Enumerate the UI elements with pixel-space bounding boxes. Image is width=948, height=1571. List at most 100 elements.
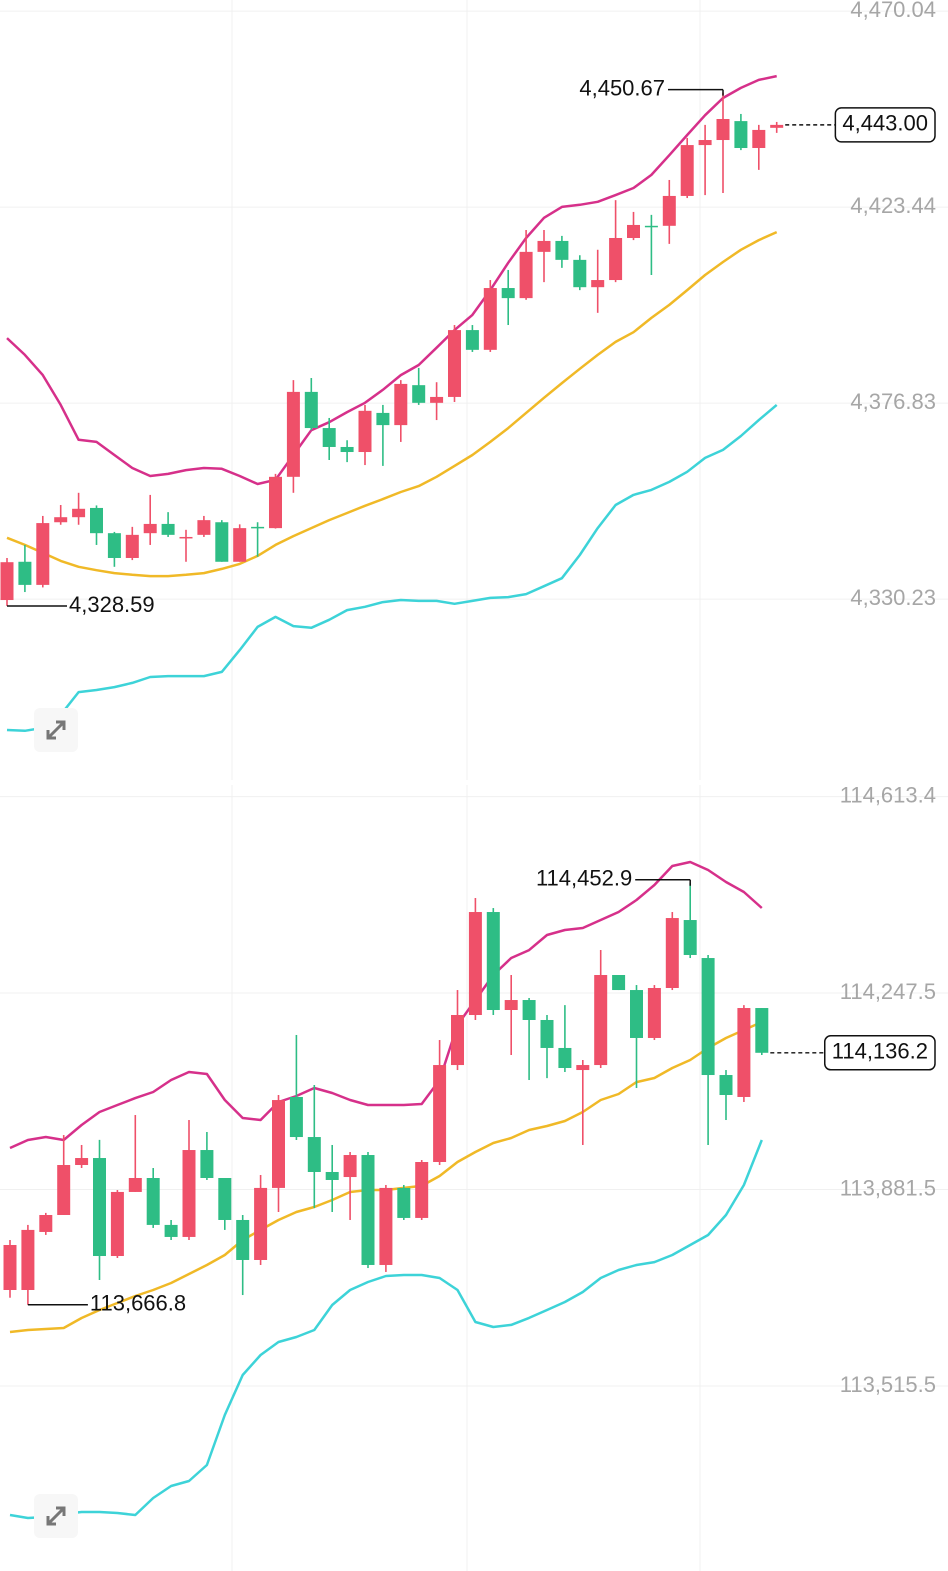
candle-body [179, 536, 193, 539]
candle-body [36, 523, 50, 585]
candle-body [501, 288, 515, 299]
y-tick-label: 113,515.5 [840, 1372, 936, 1397]
candle-body [737, 1008, 751, 1097]
candle-body [755, 1008, 769, 1053]
band-line [9, 860, 763, 1150]
candle-body [182, 1150, 196, 1237]
candle-body [218, 1178, 232, 1220]
last-price-label: 114,136.2 [832, 1039, 928, 1064]
last-price-box [824, 1035, 936, 1071]
y-tick-label: 4,330.23 [850, 585, 936, 610]
panel: 4,470.04 4,423.44 4,376.83 4,330.23 4,450.67… [0, 0, 948, 733]
candle-body [680, 145, 694, 196]
candle-body [0, 562, 14, 601]
candle-body [483, 288, 497, 350]
candle-body [325, 1171, 339, 1180]
candle-body [468, 912, 482, 1016]
candle-body [376, 412, 390, 426]
low-label: 4,328.59 [69, 592, 155, 617]
y-tick-label: 114,247.5 [840, 979, 936, 1004]
candle-body [307, 1137, 321, 1172]
candle-body [412, 385, 426, 403]
candle-body [465, 330, 479, 350]
candle-body [433, 1065, 447, 1163]
candle-body [93, 1158, 106, 1257]
candle-body [504, 1000, 518, 1011]
candle-body [698, 140, 712, 146]
candle-body [486, 912, 500, 1011]
candle-body [143, 523, 157, 534]
candle-body [3, 1245, 17, 1290]
candle-body [322, 428, 336, 447]
candle-body [361, 1155, 375, 1265]
candle-body [200, 1150, 214, 1178]
candle-body [254, 1187, 268, 1260]
y-tick-label: 114,613.4 [840, 782, 936, 807]
band-line [6, 230, 778, 578]
last-price-label: 4,443.00 [842, 111, 928, 136]
candle-body [75, 1158, 89, 1166]
candle-body [683, 920, 697, 955]
candle-body [555, 240, 569, 260]
candle-body [415, 1162, 429, 1218]
candle-body [644, 225, 658, 228]
candle-body [21, 1229, 35, 1290]
candle-body [340, 446, 354, 453]
candle-body [128, 1178, 142, 1192]
candle-body [379, 1187, 393, 1265]
candle-body [647, 987, 661, 1038]
candle-body [719, 1075, 733, 1095]
band-line [9, 1139, 763, 1520]
candle-body [573, 259, 587, 288]
candle-body [451, 1015, 464, 1066]
candle-body [558, 1047, 572, 1068]
candle-body [630, 990, 643, 1038]
candle-body [734, 121, 748, 149]
candle-body [57, 1165, 71, 1215]
y-tick-label: 4,423.44 [850, 193, 936, 218]
candle-body [591, 280, 605, 288]
candle-body [251, 526, 265, 529]
candle-body [90, 507, 103, 534]
candle-body [519, 251, 533, 299]
candle-body [72, 508, 86, 518]
candle-body [289, 1096, 303, 1138]
expand-icon [46, 720, 66, 740]
candle-body [54, 517, 68, 523]
candle-body [522, 1000, 536, 1020]
expand-button[interactable] [34, 1494, 78, 1538]
candle-body [233, 528, 247, 562]
candle-body [594, 975, 608, 1066]
candle-body [448, 330, 461, 397]
candle-body [215, 522, 229, 562]
candle-body [540, 1019, 554, 1048]
candle-body [286, 391, 300, 477]
candle-body [358, 410, 372, 453]
y-tick-label: 113,881.5 [840, 1175, 936, 1200]
y-tick-label: 4,470.04 [850, 0, 936, 22]
candle-body [394, 383, 408, 426]
candle-body [770, 124, 784, 128]
expand-icon [46, 1506, 66, 1526]
candle-body [612, 975, 626, 991]
candle-body [662, 195, 676, 226]
panel: 114,613.4 114,247.5 113,881.5 113,515.5 114,… [0, 782, 948, 1520]
candle-body [752, 129, 766, 149]
candle-body [537, 240, 551, 252]
candle-body [18, 561, 32, 585]
candle-body [269, 476, 282, 529]
candle-body [197, 520, 211, 535]
vertical-grid [231, 0, 701, 1571]
candle-body [430, 396, 444, 403]
candle-body [576, 1065, 590, 1071]
expand-button[interactable] [34, 708, 78, 752]
candle-body [236, 1219, 250, 1260]
y-tick-label: 4,376.83 [850, 389, 936, 414]
candle-body [107, 533, 121, 558]
candle-body [164, 1224, 178, 1237]
candle-body [304, 391, 318, 429]
band-line [9, 1020, 763, 1334]
candle-body [609, 237, 623, 281]
